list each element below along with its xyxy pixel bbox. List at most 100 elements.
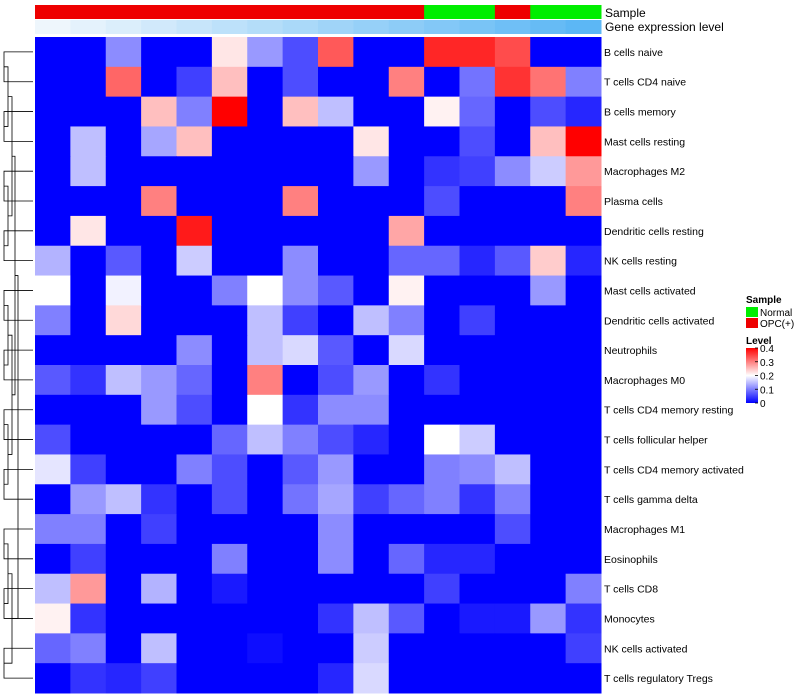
heatmap-cell	[176, 365, 213, 396]
heatmap-cell	[388, 514, 425, 545]
dendrogram-branch	[12, 155, 16, 396]
heatmap-cell	[141, 37, 177, 68]
row-label: B cells naive	[604, 47, 663, 59]
heatmap-cell	[565, 305, 602, 336]
heatmap-cell	[353, 215, 390, 247]
heatmap-cell	[176, 484, 213, 515]
heatmap-cell	[530, 484, 567, 515]
heatmap-cell	[530, 305, 567, 336]
heatmap-cell	[105, 543, 142, 575]
heatmap-cell	[105, 454, 142, 485]
heatmap-cell	[424, 394, 460, 426]
heatmap-cell	[70, 275, 107, 306]
heatmap-cell	[424, 37, 460, 68]
heatmap-cell	[141, 156, 177, 187]
heatmap-cell	[353, 663, 390, 694]
sample-annotation-cell	[530, 5, 567, 19]
dendrogram-branch	[4, 66, 9, 127]
gene-expression-annotation-cell	[141, 20, 177, 34]
heatmap-cell	[459, 514, 496, 545]
heatmap-cell	[211, 603, 248, 634]
heatmap-cell	[353, 424, 390, 455]
row-label: Plasma cells	[604, 196, 663, 208]
heatmap-cell	[176, 603, 213, 634]
sample-annotation-cell	[459, 5, 496, 19]
gene-expression-annotation-cell	[565, 20, 602, 34]
heatmap-cell	[424, 335, 460, 366]
heatmap-cell	[565, 394, 602, 426]
heatmap-cell	[35, 365, 71, 396]
heatmap-cell	[565, 514, 602, 545]
level-tick-label: 0.2	[760, 372, 774, 383]
heatmap-cell	[459, 335, 496, 366]
heatmap-cell	[70, 305, 107, 336]
heatmap-cell	[494, 365, 531, 396]
heatmap-cell	[211, 365, 248, 396]
annotation-label-gene-expression: Gene expression level	[605, 20, 724, 34]
heatmap-cell	[35, 96, 71, 127]
heatmap-cell	[282, 275, 319, 306]
heatmap-cell	[424, 66, 460, 98]
heatmap-cell	[494, 484, 531, 515]
row-label: Mast cells activated	[604, 285, 696, 297]
heatmap-cell	[70, 394, 107, 426]
heatmap-cell	[565, 245, 602, 277]
heatmap-cell	[211, 66, 248, 98]
gene-expression-annotation-cell	[388, 20, 425, 34]
heatmap-cell	[459, 663, 496, 694]
sample-annotation-cell	[211, 5, 248, 19]
heatmap-cell	[211, 215, 248, 247]
heatmap-cell	[70, 603, 107, 634]
gene-expression-annotation-cell	[176, 20, 213, 34]
heatmap-cell	[494, 275, 531, 306]
row-label: T cells CD4 memory resting	[604, 405, 733, 417]
heatmap-cell	[282, 66, 319, 98]
heatmap-cell	[105, 96, 142, 127]
heatmap-cell	[424, 156, 460, 187]
heatmap-cell	[105, 275, 142, 306]
legend-swatch-normal	[746, 307, 758, 317]
heatmap-cell	[530, 633, 567, 664]
heatmap-cell	[494, 543, 531, 575]
heatmap-cell	[388, 603, 425, 634]
heatmap-cell	[318, 186, 354, 217]
row-label: T cells follicular helper	[604, 435, 708, 447]
heatmap-cell	[247, 37, 284, 68]
heatmap-cell	[141, 96, 177, 127]
heatmap-cell	[318, 514, 354, 545]
heatmap-cell	[247, 603, 284, 634]
heatmap-cell	[494, 394, 531, 426]
heatmap-cell	[353, 633, 390, 664]
heatmap-cell	[565, 365, 602, 396]
dendrogram-branch	[4, 185, 9, 247]
heatmap-cell	[70, 66, 107, 98]
heatmap-cell	[530, 663, 567, 694]
heatmap-cell	[141, 633, 177, 664]
heatmap-cell	[35, 454, 71, 485]
heatmap-cell	[282, 394, 319, 426]
dendrogram-branch	[8, 334, 13, 455]
heatmap-cell	[424, 484, 460, 515]
heatmap-cell	[247, 424, 284, 455]
heatmap-cell	[35, 394, 71, 426]
heatmap-cell	[565, 633, 602, 664]
gene-expression-annotation-cell	[70, 20, 107, 34]
heatmap-cell	[176, 543, 213, 575]
heatmap-cell	[35, 215, 71, 247]
heatmap-cell	[70, 454, 107, 485]
heatmap-cell	[388, 66, 425, 98]
heatmap-cell	[318, 37, 354, 68]
heatmap-cell	[494, 37, 531, 68]
heatmap-cell	[388, 305, 425, 336]
heatmap-cell	[530, 215, 567, 247]
row-dendrogram	[3, 51, 33, 679]
heatmap-cell	[282, 603, 319, 634]
sample-annotation-cell	[494, 5, 531, 19]
row-label: T cells regulatory Tregs	[604, 673, 713, 685]
sample-annotation-cell	[247, 5, 284, 19]
heatmap-cell	[565, 335, 602, 366]
heatmap-cell	[530, 66, 567, 98]
heatmap-cell	[176, 394, 213, 426]
heatmap-cell	[282, 633, 319, 664]
legend: Sample Normal OPC(+) Level 0.4 0.3 0.2 0.1 0	[746, 295, 794, 410]
